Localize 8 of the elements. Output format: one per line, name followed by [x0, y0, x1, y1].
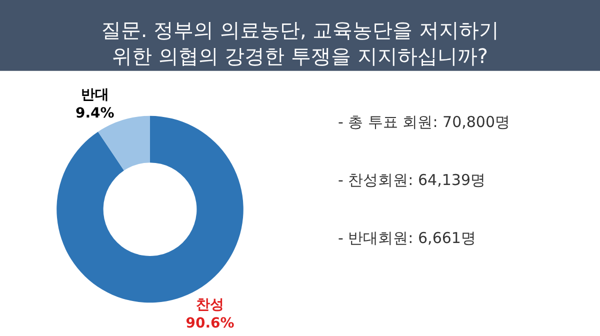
- text: 질문. 정부의 의료농단, 교육농단을 저지하기 위한 의협의 강경한 투쟁을 지지하십니까?: [100, 18, 500, 68]
- slice-label: 찬성: [196, 297, 224, 314]
- text: - 반대회원: 6,661명: [338, 229, 476, 247]
- slice-label: 반대: [80, 87, 109, 104]
- data-label: 90.6%: [186, 315, 234, 332]
- text: - 총 투표 회원: 70,800명: [338, 113, 510, 131]
- data-label: 9.4%: [75, 105, 114, 122]
- text: - 찬성회원: 64,139명: [338, 171, 486, 189]
